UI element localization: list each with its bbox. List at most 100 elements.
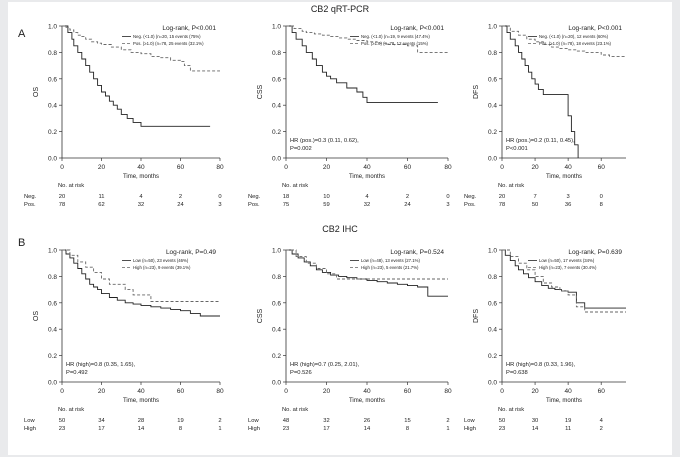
x-tick-label: 20 — [531, 388, 539, 395]
y-tick-label: 0.4 — [488, 327, 497, 334]
x-tick-label: 40 — [565, 164, 573, 171]
risk-count: 19 — [565, 418, 571, 424]
legend-entry: Low (n=48), 13 events (27.1%) — [361, 258, 420, 263]
risk-count: 2 — [179, 194, 182, 200]
y-tick-label: 0.4 — [48, 103, 57, 110]
x-tick-label: 20 — [531, 164, 539, 171]
risk-count: 14 — [532, 426, 539, 432]
risk-row-label: High — [464, 426, 476, 432]
legend-entry: Neg. (<1.0) (n=20, 15 events (75%) — [133, 34, 201, 39]
risk-count: 24 — [404, 202, 411, 208]
risk-count: 11 — [98, 194, 104, 200]
hazard-ratio-label: HR (high)=0.8 (0.33, 1.96), — [506, 362, 576, 368]
legend-entry: High (n=23), 7 events (30.4%) — [539, 265, 597, 270]
x-tick-label: 40 — [363, 388, 371, 395]
y-tick-label: 1.0 — [272, 24, 281, 31]
risk-table-title: No. at risk — [498, 407, 524, 413]
y-tick-label: 0.0 — [488, 156, 497, 163]
y-tick-label: 0.4 — [48, 327, 57, 334]
logrank-label: Log-rank, P<0.001 — [568, 25, 622, 32]
km-panel-4: 0.0 0.2 0.4 0.6 0.8 1.0 0 20 40 60 80 CSS Time, mont… — [248, 248, 452, 433]
survival-curve-2 — [62, 25, 220, 72]
risk-count: 24 — [177, 202, 184, 208]
risk-count: 3 — [218, 202, 221, 208]
risk-count: 17 — [323, 426, 329, 432]
legend-entry: Neg. (<1.0) (n=19, 9 events (47.4%) — [361, 34, 430, 39]
risk-count: 8 — [406, 426, 409, 432]
y-tick-label: 1.0 — [488, 24, 497, 31]
y-tick-label: 0.8 — [48, 50, 57, 57]
risk-count: 23 — [499, 426, 505, 432]
survival-curve-1 — [62, 249, 220, 317]
y-tick-label: 0.4 — [272, 327, 281, 334]
x-tick-label: 0 — [500, 164, 504, 171]
risk-count: 0 — [446, 194, 449, 200]
y-tick-label: 0.2 — [272, 353, 281, 360]
survival-curve-2 — [502, 249, 626, 313]
x-tick-label: 20 — [323, 388, 331, 395]
survival-curve-2 — [62, 249, 220, 302]
risk-row-label: Neg. — [248, 194, 261, 200]
risk-count: 78 — [59, 202, 65, 208]
y-tick-label: 0.6 — [272, 300, 281, 307]
risk-count: 2 — [446, 418, 449, 424]
risk-count: 48 — [283, 418, 289, 424]
survival-curve-1 — [286, 249, 448, 297]
km-panel-5: 0.0 0.2 0.4 0.6 0.8 1.0 0 20 40 60 DFS Time, months… — [464, 248, 626, 432]
x-tick-label: 0 — [284, 388, 288, 395]
panel-letter-a: A — [18, 28, 26, 40]
survival-curve-1 — [502, 25, 579, 158]
risk-count: 8 — [179, 426, 182, 432]
panel-letter-b: B — [18, 237, 25, 249]
x-tick-label: 60 — [404, 164, 412, 171]
x-axis-label: Time, months — [349, 398, 385, 404]
y-tick-label: 0.2 — [48, 353, 57, 360]
risk-count: 50 — [499, 418, 505, 424]
hazard-ratio-label: HR (pos.)=0.3 (0.11, 0.62), — [290, 138, 359, 144]
risk-count: 23 — [283, 426, 289, 432]
risk-count: 59 — [323, 202, 329, 208]
risk-count: 2 — [406, 194, 409, 200]
row-a-heading: CB2 qRT-PCR — [311, 4, 370, 14]
y-tick-label: 0.8 — [48, 274, 57, 281]
x-axis-label: Time, months — [123, 398, 159, 404]
risk-count: 50 — [59, 418, 65, 424]
y-axis-label: DFS — [473, 309, 480, 323]
risk-count: 2 — [600, 426, 603, 432]
x-tick-label: 60 — [404, 388, 412, 395]
risk-count: 30 — [532, 418, 538, 424]
risk-count: 78 — [499, 202, 505, 208]
risk-count: 14 — [364, 426, 371, 432]
risk-count: 4 — [365, 194, 369, 200]
risk-count: 4 — [600, 418, 604, 424]
risk-count: 3 — [567, 194, 570, 200]
legend-entry: High (n=23), 5 events (21.7%) — [361, 265, 419, 270]
risk-count: 2 — [218, 418, 221, 424]
logrank-label: Log-rank, P=0.639 — [568, 249, 622, 256]
y-tick-label: 1.0 — [48, 24, 57, 31]
risk-count: 14 — [138, 426, 145, 432]
risk-count: 0 — [600, 194, 603, 200]
risk-count: 17 — [98, 426, 104, 432]
risk-row-label: Neg. — [464, 194, 477, 200]
y-axis-label: CSS — [257, 308, 264, 323]
survival-curve-2 — [286, 25, 448, 53]
y-tick-label: 0.2 — [272, 129, 281, 136]
risk-table-title: No. at risk — [498, 183, 524, 189]
hazard-ratio-label: P=0.492 — [66, 370, 88, 376]
y-axis-label: CSS — [257, 84, 264, 99]
y-tick-label: 0.0 — [48, 380, 57, 387]
y-tick-label: 0.2 — [488, 353, 497, 360]
risk-row-label: High — [248, 426, 260, 432]
logrank-label: Log-rank, P<0.001 — [390, 25, 444, 32]
survival-curve-1 — [62, 25, 211, 127]
y-tick-label: 0.2 — [488, 129, 497, 136]
risk-count: 11 — [565, 426, 571, 432]
y-tick-label: 1.0 — [48, 248, 57, 255]
y-tick-label: 0.8 — [272, 50, 281, 57]
x-tick-label: 40 — [137, 388, 145, 395]
x-tick-label: 0 — [284, 164, 288, 171]
